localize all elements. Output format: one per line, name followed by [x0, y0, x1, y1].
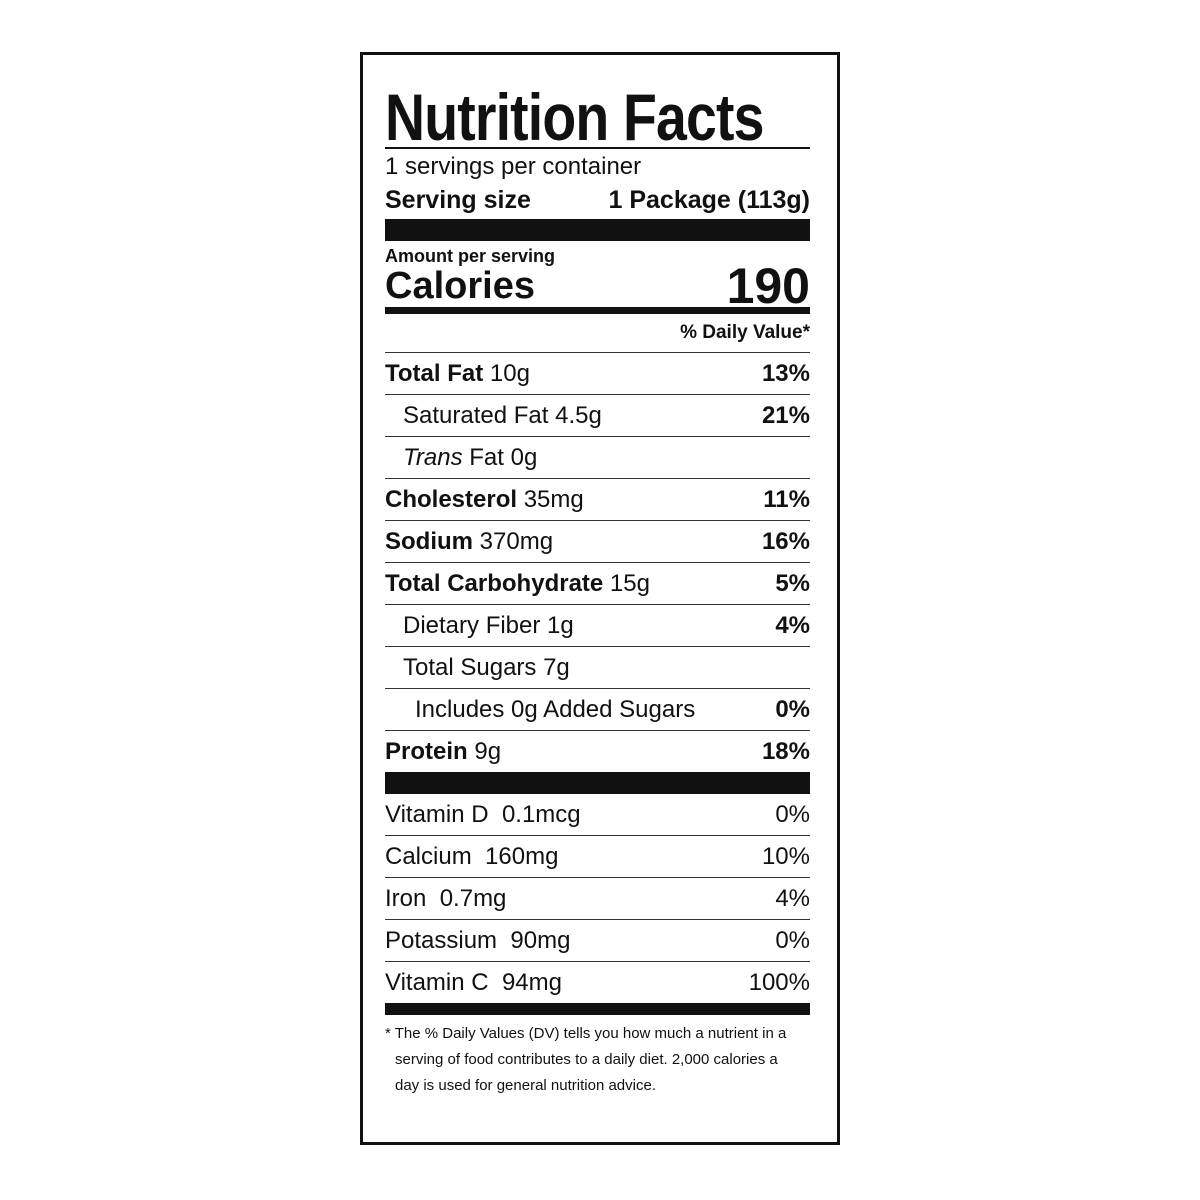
- footnote-line: * The % Daily Values (DV) tells you how …: [385, 1025, 787, 1042]
- vitamin-row-calcium: Calcium 160mg 10%: [385, 836, 810, 878]
- serving-size-value: 1 Package (113g): [608, 185, 810, 214]
- vitamin-row-potassium: Potassium 90mg 0%: [385, 920, 810, 962]
- vitamin-name: Calcium: [385, 842, 472, 870]
- nutrient-amount: 370mg: [479, 527, 554, 555]
- vitamin-amount: 90mg: [510, 926, 571, 954]
- nutrient-amount: 0g: [510, 443, 538, 471]
- nutrient-name: Saturated Fat: [403, 401, 549, 429]
- vitamin-dv: 0%: [775, 926, 810, 954]
- nutrient-amount: 9g: [474, 737, 502, 765]
- nutrient-dv: 16%: [761, 527, 810, 555]
- nutrient-name: Total Sugars: [403, 653, 537, 681]
- nutrient-amount: 10g: [489, 359, 530, 387]
- thick-divider: [385, 219, 810, 241]
- vitamin-dv: 4%: [775, 884, 810, 912]
- nutrient-row-total-fat: Total Fat 10g 13%: [385, 353, 810, 395]
- serving-size-label: Serving size: [385, 185, 531, 214]
- nutrient-name: Protein: [385, 737, 468, 765]
- nutrient-dv: 11%: [763, 485, 810, 513]
- vitamin-amount: 0.7mg: [439, 884, 507, 912]
- nutrient-name: Cholesterol: [385, 485, 518, 513]
- medium-divider: [385, 307, 810, 314]
- nutrient-name-italic: Trans: [403, 443, 463, 471]
- nutrient-row-total-carbohydrate: Total Carbohydrate 15g 5%: [385, 563, 810, 605]
- calories-row: Calories 190: [385, 258, 810, 314]
- nutrient-row-saturated-fat: Saturated Fat 4.5g 21%: [385, 395, 810, 437]
- nutrient-row-dietary-fiber: Dietary Fiber 1g 4%: [385, 605, 810, 647]
- nutrient-amount: 15g: [609, 569, 650, 597]
- thick-divider: [385, 772, 810, 794]
- footnote: * The % Daily Values (DV) tells you how …: [385, 1015, 810, 1099]
- daily-value-header: % Daily Value*: [385, 314, 810, 353]
- amount-per-serving: Amount per serving: [385, 246, 556, 266]
- nutrient-name: Fat: [469, 443, 504, 471]
- nutrient-dv: 4%: [775, 611, 810, 639]
- vitamin-dv: 100%: [748, 968, 810, 996]
- nutrient-name: Sodium: [385, 527, 473, 555]
- calories-label: Calories: [385, 264, 535, 307]
- nutrient-name: Total Carbohydrate: [385, 569, 604, 597]
- footnote-line: day is used for general nutrition advice…: [395, 1077, 656, 1094]
- nutrient-amount: 1g: [547, 611, 574, 639]
- nutrient-amount: 35mg: [523, 485, 584, 513]
- nutrition-facts-label: Nutrition Facts 1 servings per container…: [360, 52, 840, 1145]
- nutrient-row-protein: Protein 9g 18%: [385, 731, 810, 772]
- nutrient-row-sodium: Sodium 370mg 16%: [385, 521, 810, 563]
- vitamin-name: Iron: [385, 884, 427, 912]
- vitamin-name: Potassium: [385, 926, 498, 954]
- title: Nutrition Facts: [385, 80, 764, 154]
- vitamin-name: Vitamin C: [385, 968, 489, 996]
- vitamin-name: Vitamin D: [385, 800, 489, 828]
- nutrient-amount: 7g: [543, 653, 570, 681]
- nutrient-dv: 21%: [761, 401, 810, 429]
- vitamin-dv: 0%: [775, 800, 810, 828]
- thick-divider: [385, 1003, 810, 1015]
- nutrient-row-trans-fat: Trans Fat 0g: [385, 437, 810, 479]
- nutrient-row-cholesterol: Cholesterol 35mg 11%: [385, 479, 810, 521]
- vitamin-dv: 10%: [761, 842, 810, 870]
- nutrient-amount: 4.5g: [555, 401, 602, 429]
- nutrient-name: Dietary Fiber: [403, 611, 541, 639]
- nutrient-dv: 13%: [761, 359, 810, 387]
- nutrient-dv: 5%: [775, 569, 810, 597]
- nutrient-name: Includes 0g Added Sugars: [415, 695, 696, 723]
- daily-value-header-text: % Daily Value*: [680, 322, 810, 343]
- vitamin-row-vitamin-c: Vitamin C 94mg 100%: [385, 962, 810, 1003]
- serving-size-row: Serving size 1 Package (113g): [385, 181, 810, 219]
- vitamin-amount: 0.1mcg: [501, 800, 581, 828]
- servings-per-container: 1 servings per container: [385, 153, 642, 180]
- nutrient-dv: 18%: [761, 737, 810, 765]
- footnote-line: serving of food contributes to a daily d…: [395, 1051, 778, 1068]
- calories-value: 190: [726, 258, 810, 314]
- vitamin-amount: 160mg: [485, 842, 559, 870]
- vitamin-amount: 94mg: [501, 968, 562, 996]
- vitamin-row-vitamin-d: Vitamin D 0.1mcg 0%: [385, 794, 810, 836]
- nutrient-row-added-sugars: Includes 0g Added Sugars 0%: [385, 689, 810, 731]
- divider: [385, 147, 810, 149]
- vitamin-row-iron: Iron 0.7mg 4%: [385, 878, 810, 920]
- nutrient-dv: 0%: [775, 695, 810, 723]
- nutrient-name: Total Fat: [385, 359, 484, 387]
- nutrient-row-total-sugars: Total Sugars 7g: [385, 647, 810, 689]
